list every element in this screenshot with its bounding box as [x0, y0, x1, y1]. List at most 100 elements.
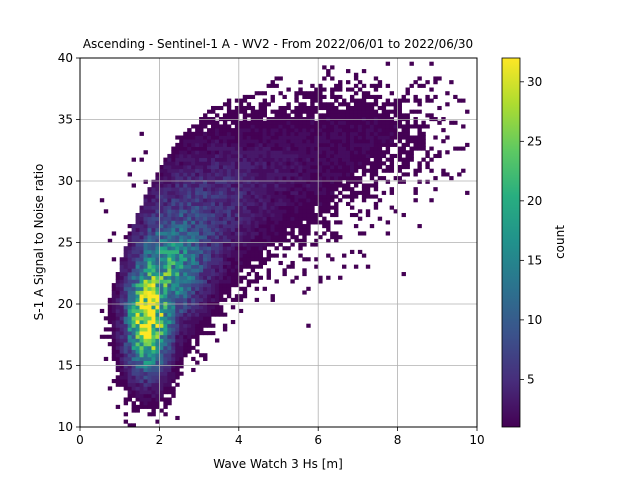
x-tick-label: 8 — [394, 433, 402, 447]
heatmap-cell — [195, 153, 200, 159]
heatmap-cell — [151, 305, 156, 310]
heatmap-cell — [115, 382, 121, 387]
heatmap-cell — [214, 205, 220, 210]
heatmap-cell — [159, 172, 164, 177]
heatmap-cell — [119, 308, 125, 314]
heatmap-cell — [203, 279, 208, 284]
heatmap-cell — [159, 312, 164, 317]
heatmap-cell — [278, 242, 283, 247]
heatmap-cell — [302, 179, 307, 184]
heatmap-cell — [171, 246, 176, 251]
heatmap-cell — [151, 356, 156, 361]
heatmap-cell — [143, 224, 148, 229]
heatmap-cell — [254, 272, 260, 277]
heatmap-cell — [282, 227, 287, 232]
heatmap-cell — [211, 283, 216, 288]
heatmap-cell — [163, 382, 168, 387]
heatmap-cell — [393, 105, 398, 111]
heatmap-cell — [246, 131, 252, 136]
heatmap-cell — [147, 216, 152, 221]
heatmap-cell — [278, 153, 283, 159]
heatmap-cell — [274, 150, 279, 155]
heatmap-cell — [306, 128, 311, 133]
heatmap-cell — [242, 157, 248, 162]
heatmap-cell — [155, 212, 160, 218]
heatmap-cell — [258, 260, 264, 266]
heatmap-cell — [211, 212, 216, 218]
heatmap-cell — [345, 157, 351, 162]
heatmap-cell — [207, 201, 212, 206]
heatmap-cell — [222, 312, 228, 317]
heatmap-cell — [314, 216, 319, 221]
heatmap-cell — [266, 153, 271, 159]
heatmap-cell — [211, 264, 216, 269]
heatmap-cell — [175, 253, 180, 258]
heatmap-cell — [119, 305, 125, 310]
heatmap-cell — [163, 360, 168, 365]
heatmap-cell — [167, 153, 172, 159]
heatmap-cell — [270, 235, 275, 240]
heatmap-cell — [218, 117, 224, 122]
heatmap-cell — [314, 105, 319, 111]
heatmap-cell — [147, 412, 152, 417]
heatmap-cell — [290, 264, 295, 269]
heatmap-cell — [353, 124, 359, 129]
heatmap-cell — [345, 139, 351, 144]
heatmap-cell — [306, 183, 311, 188]
heatmap-cell — [330, 87, 335, 92]
heatmap-cell — [330, 139, 335, 144]
heatmap-cell — [131, 297, 136, 302]
heatmap-cell — [266, 242, 271, 247]
heatmap-cell — [342, 131, 347, 136]
heatmap-cell — [413, 187, 418, 192]
heatmap-cell — [266, 227, 271, 232]
heatmap-cell — [143, 297, 148, 302]
heatmap-cell — [413, 94, 418, 99]
heatmap-cell — [349, 109, 355, 114]
heatmap-cell — [234, 209, 240, 214]
heatmap-cell — [143, 319, 148, 325]
heatmap-cell — [151, 275, 156, 280]
heatmap-cell — [266, 161, 271, 166]
heatmap-cell — [222, 283, 228, 288]
heatmap-cell — [163, 353, 168, 358]
heatmap-cell — [393, 209, 398, 214]
heatmap-cell — [338, 109, 343, 114]
heatmap-cell — [286, 187, 291, 192]
heatmap-cell — [266, 168, 271, 173]
heatmap-cell — [230, 246, 236, 251]
heatmap-cell — [226, 283, 232, 288]
heatmap-cell — [103, 209, 109, 214]
heatmap-cell — [326, 120, 331, 125]
heatmap-cell — [135, 342, 140, 347]
heatmap-cell — [238, 105, 244, 111]
heatmap-cell — [377, 83, 383, 88]
heatmap-cell — [238, 235, 244, 240]
heatmap-cell — [365, 161, 371, 166]
heatmap-cell — [345, 161, 351, 166]
heatmap-cell — [115, 345, 121, 350]
heatmap-cell — [393, 124, 398, 129]
heatmap-cell — [135, 290, 140, 295]
heatmap-cell — [302, 172, 307, 177]
heatmap-cell — [306, 91, 311, 96]
heatmap-cell — [330, 194, 335, 199]
heatmap-cell — [127, 172, 133, 177]
heatmap-cell — [365, 146, 371, 151]
heatmap-cell — [159, 220, 164, 225]
heatmap-cell — [258, 235, 264, 240]
heatmap-cell — [203, 212, 208, 218]
heatmap-cell — [191, 201, 196, 206]
heatmap-cell — [314, 168, 319, 173]
heatmap-cell — [195, 308, 200, 314]
heatmap-cell — [139, 375, 144, 380]
heatmap-cell — [238, 294, 244, 299]
heatmap-cell — [302, 290, 307, 295]
heatmap-cell — [338, 183, 343, 188]
heatmap-cell — [151, 205, 156, 210]
heatmap-cell — [266, 209, 271, 214]
heatmap-cell — [207, 297, 212, 302]
heatmap-cell — [254, 109, 260, 114]
heatmap-cell — [139, 242, 144, 247]
heatmap-cell — [195, 227, 200, 232]
